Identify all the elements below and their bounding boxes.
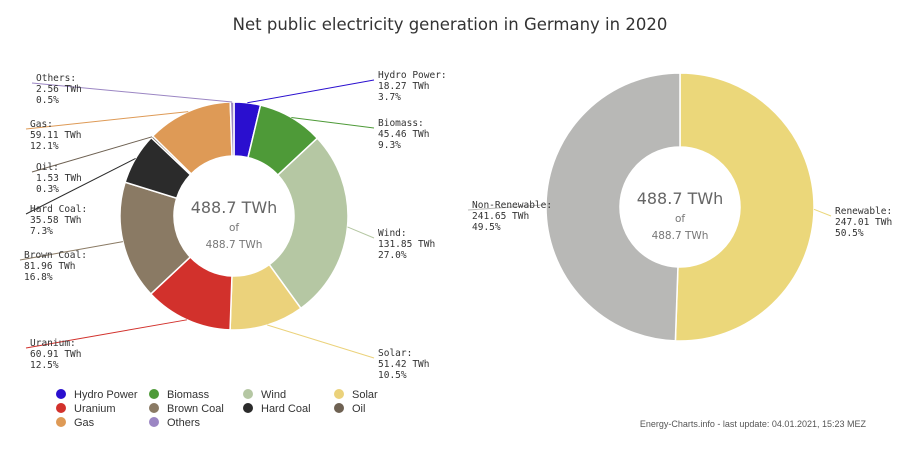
data-label-hydro-power-value: 18.27 TWh [378,81,429,92]
legend-label-solar: Solar [352,389,378,401]
data-label-renewable-label: Renewable: [835,206,892,217]
legend-label-wind: Wind [261,389,287,401]
data-label-gas-percent: 12.1% [30,141,59,152]
leader-line-gas [25,111,189,130]
data-label-gas-value: 59.11 TWh [30,130,81,141]
legend-item-gas[interactable]: Gas [56,417,94,429]
legend-item-others[interactable]: Others [149,417,200,429]
data-label-brown-coal-percent: 16.8% [24,272,53,283]
legend-swatch-uranium [56,403,66,413]
data-label-oil-value: 1.53 TWh [36,173,82,184]
data-label-oil-percent: 0.3% [36,184,59,195]
data-label-others-value: 2.56 TWh [36,84,82,95]
data-label-gas-label: Gas: [30,119,53,130]
legend-swatch-solar [334,389,344,399]
data-label-solar-percent: 10.5% [378,370,407,381]
data-label-others-label: Others: [36,73,76,84]
slice-non-renewable[interactable] [545,72,681,342]
leader-line-renewable [813,208,832,217]
legend-label-biomass: Biomass [167,389,210,401]
data-label-renewable-value: 247.01 TWh [835,217,892,228]
data-label-solar-value: 51.42 TWh [378,359,429,370]
legend-swatch-biomass [149,389,159,399]
data-label-hard-coal-percent: 7.3% [30,226,53,237]
data-label-hydro-power-label: Hydro Power: [378,70,447,81]
data-label-hard-coal-label: Hard Coal: [30,204,87,215]
center-of-label: of [229,222,239,234]
leader-line-brown-coal [19,241,123,261]
center-total-value: 488.7 TWh [637,189,724,208]
data-label-hard-coal-value: 35.58 TWh [30,215,81,226]
legend-swatch-gas [56,417,66,427]
footer-update-note: Energy-Charts.info - last update: 04.01.… [639,419,866,429]
data-label-oil-label: Oil: [36,162,59,173]
legend-label-gas: Gas [74,417,95,429]
legend-label-brown-coal: Brown Coal [167,403,224,415]
leader-line-uranium [25,319,187,349]
data-label-biomass-value: 45.46 TWh [378,129,429,140]
slice-renewable[interactable] [674,72,815,342]
legend-item-hydro-power[interactable]: Hydro Power [56,389,138,401]
legend-swatch-brown-coal [149,403,159,413]
center-total-value: 488.7 TWh [191,198,278,217]
data-label-uranium-percent: 12.5% [30,360,59,371]
data-label-brown-coal-value: 81.96 TWh [24,261,75,272]
center-of-label: of [675,213,685,225]
data-label-solar-label: Solar: [378,348,412,359]
leader-line-hard-coal [25,157,136,215]
legend-swatch-others [149,417,159,427]
leader-line-solar [267,324,375,359]
donut-hole [174,156,294,276]
leader-line-hydro-power [247,79,375,104]
data-label-non-renewable-value: 241.65 TWh [472,211,529,222]
leader-line-biomass [291,116,375,129]
leader-line-oil [31,136,153,173]
data-label-wind-percent: 27.0% [378,250,407,261]
legend-label-hydro-power: Hydro Power [74,389,138,401]
legend-swatch-wind [243,389,253,399]
center-total-sub: 488.7 TWh [206,239,263,251]
legend-item-uranium[interactable]: Uranium [56,403,116,415]
data-label-biomass-percent: 9.3% [378,140,401,151]
donut-hole [620,147,740,267]
legend-label-others: Others [167,417,201,429]
slice-wind[interactable] [268,137,349,310]
data-label-uranium-value: 60.91 TWh [30,349,81,360]
data-label-uranium-label: Uranium: [30,338,76,349]
data-label-others-percent: 0.5% [36,95,59,106]
legend-label-hard-coal: Hard Coal [261,403,311,415]
legend-item-solar[interactable]: Solar [334,389,378,401]
legend-item-brown-coal[interactable]: Brown Coal [149,403,224,415]
data-label-biomass-label: Biomass: [378,118,424,129]
legend-label-uranium: Uranium [74,403,116,415]
leader-line-wind [347,226,375,239]
data-label-renewable-percent: 50.5% [835,228,864,239]
legend-item-hard-coal[interactable]: Hard Coal [243,403,311,415]
legend-swatch-hydro-power [56,389,66,399]
data-label-non-renewable-percent: 49.5% [472,222,501,233]
leader-line-non-renewable [467,204,547,211]
legend-item-oil[interactable]: Oil [334,403,365,415]
data-label-wind-value: 131.85 TWh [378,239,435,250]
legend-item-wind[interactable]: Wind [243,389,286,401]
chart-title: Net public electricity generation in Ger… [232,15,668,34]
legend-swatch-hard-coal [243,403,253,413]
leader-line-others [31,82,233,103]
legend-item-biomass[interactable]: Biomass [149,389,209,401]
center-total-sub: 488.7 TWh [652,230,709,242]
legend-label-oil: Oil [352,403,366,415]
legend-swatch-oil [334,403,344,413]
data-label-non-renewable-label: Non-Renewable: [472,200,552,211]
data-label-hydro-power-percent: 3.7% [378,92,401,103]
data-label-wind-label: Wind: [378,228,407,239]
data-label-brown-coal-label: Brown Coal: [24,250,87,261]
